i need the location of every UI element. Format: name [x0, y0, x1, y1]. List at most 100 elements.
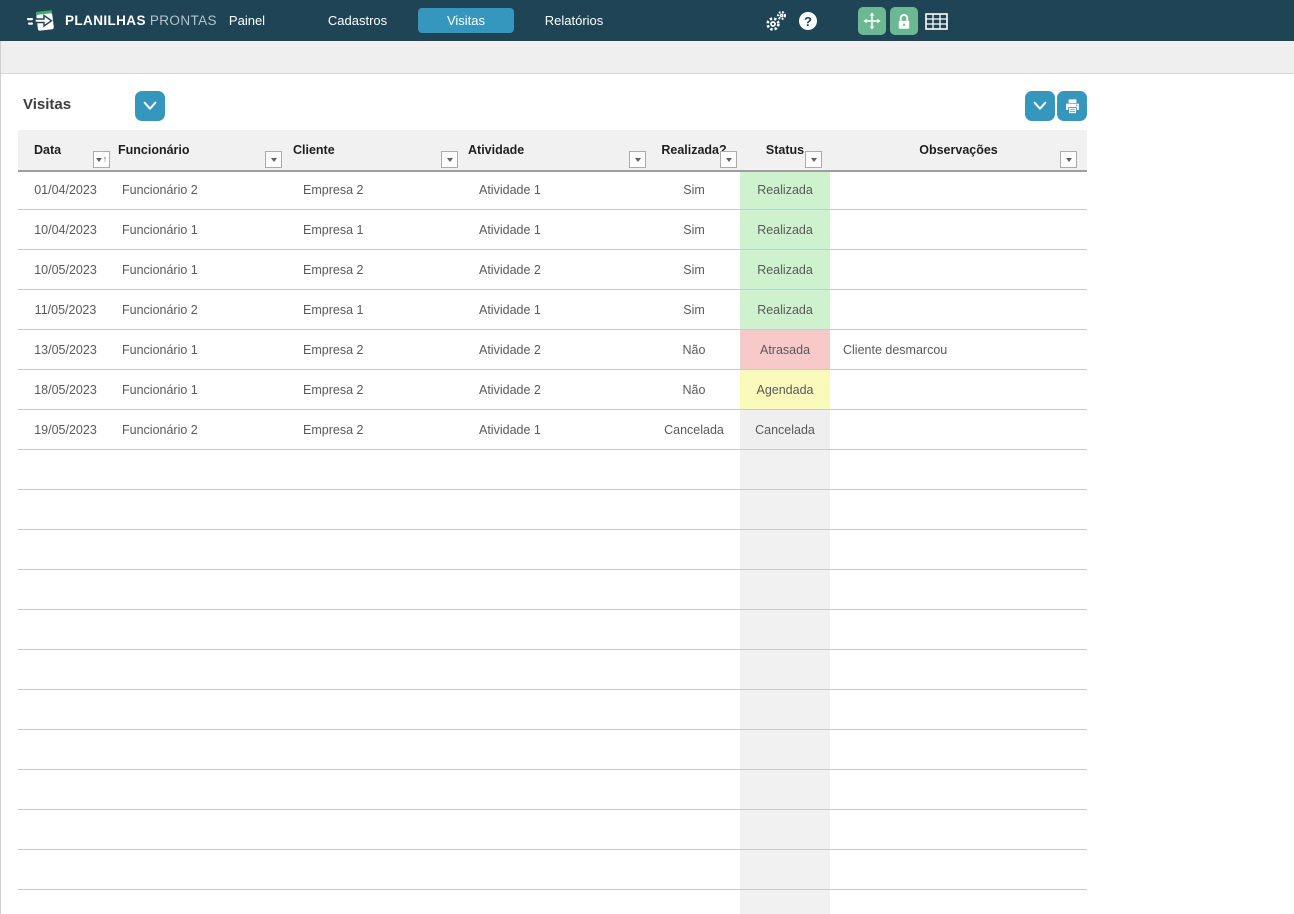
cell-realizada[interactable]: Sim: [683, 262, 705, 277]
cell-realizada[interactable]: Não: [682, 382, 706, 397]
cell-status[interactable]: Realizada: [740, 170, 830, 209]
filter-caret-icon: [810, 157, 817, 162]
empty-table-row[interactable]: [18, 650, 1087, 690]
cell-data[interactable]: 18/05/2023: [34, 382, 97, 397]
cell-funcionario[interactable]: Funcionário 1: [122, 222, 198, 237]
nav-tab-cadastros[interactable]: Cadastros: [327, 13, 388, 28]
empty-table-row[interactable]: [18, 770, 1087, 810]
empty-table-row[interactable]: [18, 810, 1087, 850]
cell-data[interactable]: 01/04/2023: [34, 182, 97, 197]
cell-status[interactable]: Realizada: [740, 210, 830, 249]
cell-status[interactable]: Realizada: [740, 250, 830, 289]
filter-dropdown-button-realizada[interactable]: [720, 151, 737, 168]
cell-observacoes[interactable]: [830, 210, 1087, 249]
cell-funcionario[interactable]: Funcionário 2: [122, 302, 198, 317]
filter-sort-button-data[interactable]: ↑: [93, 151, 110, 168]
cell-cliente[interactable]: Empresa 1: [303, 302, 364, 317]
ribbon-bar: [0, 41, 1294, 74]
cell-realizada[interactable]: Cancelada: [664, 422, 724, 437]
nav-tab-painel[interactable]: Painel: [228, 13, 266, 28]
cell-atividade[interactable]: Atividade 2: [479, 382, 541, 397]
column-header-atividade: Atividade: [463, 130, 648, 170]
cell-atividade[interactable]: Atividade 1: [479, 302, 541, 317]
empty-table-row[interactable]: [18, 490, 1087, 530]
content-left-edge: [0, 41, 1, 914]
cell-funcionario[interactable]: Funcionário 1: [122, 342, 198, 357]
filter-dropdown-button-funcionario[interactable]: [265, 151, 282, 168]
cell-observacoes[interactable]: [830, 370, 1087, 409]
nav-tab-visitas[interactable]: Visitas: [418, 8, 514, 33]
table-row: 10/04/2023 Funcionário 1 Empresa 1 Atividad…: [18, 210, 1087, 250]
table-body: 01/04/2023 Funcionário 2 Empresa 2 Atividad…: [18, 170, 1087, 914]
cell-observacoes[interactable]: [830, 250, 1087, 289]
nav-tab-relatorios[interactable]: Relatórios: [544, 13, 604, 28]
brand-logo-icon: [27, 10, 54, 31]
title-dropdown-button[interactable]: [135, 91, 165, 121]
cell-atividade[interactable]: Atividade 1: [479, 222, 541, 237]
settings-gears-icon[interactable]: [766, 10, 788, 36]
cell-data[interactable]: 11/05/2023: [34, 302, 97, 317]
brand-logo[interactable]: PLANILHAS PRONTAS: [27, 0, 217, 41]
filter-dropdown-button-cliente[interactable]: [441, 151, 458, 168]
cell-observacoes[interactable]: [830, 410, 1087, 449]
cell-status[interactable]: Realizada: [740, 290, 830, 329]
cell-funcionario[interactable]: Funcionário 2: [122, 182, 198, 197]
cell-data[interactable]: 13/05/2023: [34, 342, 97, 357]
cell-funcionario[interactable]: Funcionário 2: [122, 422, 198, 437]
table-row: 01/04/2023 Funcionário 2 Empresa 2 Atividad…: [18, 170, 1087, 210]
cell-cliente[interactable]: Empresa 1: [303, 222, 364, 237]
cell-status[interactable]: Atrasada: [740, 330, 830, 369]
empty-table-row[interactable]: [18, 730, 1087, 770]
brand-text: PLANILHAS PRONTAS: [65, 13, 217, 28]
cell-cliente[interactable]: Empresa 2: [303, 262, 364, 277]
filter-dropdown-button-observacoes[interactable]: [1060, 151, 1077, 168]
cell-status[interactable]: Agendada: [740, 370, 830, 409]
help-icon[interactable]: ?: [799, 12, 817, 30]
cell-cliente[interactable]: Empresa 2: [303, 182, 364, 197]
filter-dropdown-button-atividade[interactable]: [629, 151, 646, 168]
cell-data[interactable]: 10/04/2023: [34, 222, 97, 237]
column-label: Data: [34, 143, 62, 157]
table-row: 11/05/2023 Funcionário 2 Empresa 1 Atividad…: [18, 290, 1087, 330]
cell-status[interactable]: Cancelada: [740, 410, 830, 449]
table-row: 18/05/2023 Funcionário 1 Empresa 2 Atividad…: [18, 370, 1087, 410]
spreadsheet-grid-icon[interactable]: [925, 13, 948, 35]
cell-funcionario[interactable]: Funcionário 1: [122, 382, 198, 397]
empty-table-row[interactable]: [18, 890, 1087, 914]
cell-observacoes[interactable]: Cliente desmarcou: [843, 342, 948, 357]
move-button[interactable]: [858, 7, 886, 35]
cell-cliente[interactable]: Empresa 2: [303, 422, 364, 437]
column-header-observacoes: Observações: [830, 130, 1087, 170]
column-header-cliente: Cliente: [288, 130, 463, 170]
cell-realizada[interactable]: Sim: [683, 182, 705, 197]
cell-realizada[interactable]: Sim: [683, 222, 705, 237]
cell-data[interactable]: 10/05/2023: [34, 262, 97, 277]
column-label: Cliente: [293, 143, 335, 157]
filter-dropdown-button-status[interactable]: [805, 151, 822, 168]
cell-atividade[interactable]: Atividade 2: [479, 342, 541, 357]
print-button[interactable]: [1057, 91, 1087, 121]
cell-observacoes[interactable]: [830, 290, 1087, 329]
empty-table-row[interactable]: [18, 610, 1087, 650]
printer-icon: [1065, 98, 1079, 114]
cell-data[interactable]: 19/05/2023: [34, 422, 97, 437]
empty-table-row[interactable]: [18, 850, 1087, 890]
empty-table-row[interactable]: [18, 450, 1087, 490]
cell-observacoes[interactable]: [830, 170, 1087, 209]
cell-cliente[interactable]: Empresa 2: [303, 342, 364, 357]
cell-realizada[interactable]: Sim: [683, 302, 705, 317]
lock-button[interactable]: [890, 7, 918, 35]
filter-caret-icon: [725, 157, 732, 162]
cell-atividade[interactable]: Atividade 1: [479, 182, 541, 197]
cell-realizada[interactable]: Não: [682, 342, 706, 357]
cell-funcionario[interactable]: Funcionário 1: [122, 262, 198, 277]
empty-table-row[interactable]: [18, 690, 1087, 730]
cell-atividade[interactable]: Atividade 2: [479, 262, 541, 277]
table-options-dropdown-button[interactable]: [1025, 91, 1055, 121]
column-label: Observações: [919, 143, 998, 157]
cell-cliente[interactable]: Empresa 2: [303, 382, 364, 397]
cell-atividade[interactable]: Atividade 1: [479, 422, 541, 437]
empty-table-row[interactable]: [18, 570, 1087, 610]
empty-table-row[interactable]: [18, 530, 1087, 570]
